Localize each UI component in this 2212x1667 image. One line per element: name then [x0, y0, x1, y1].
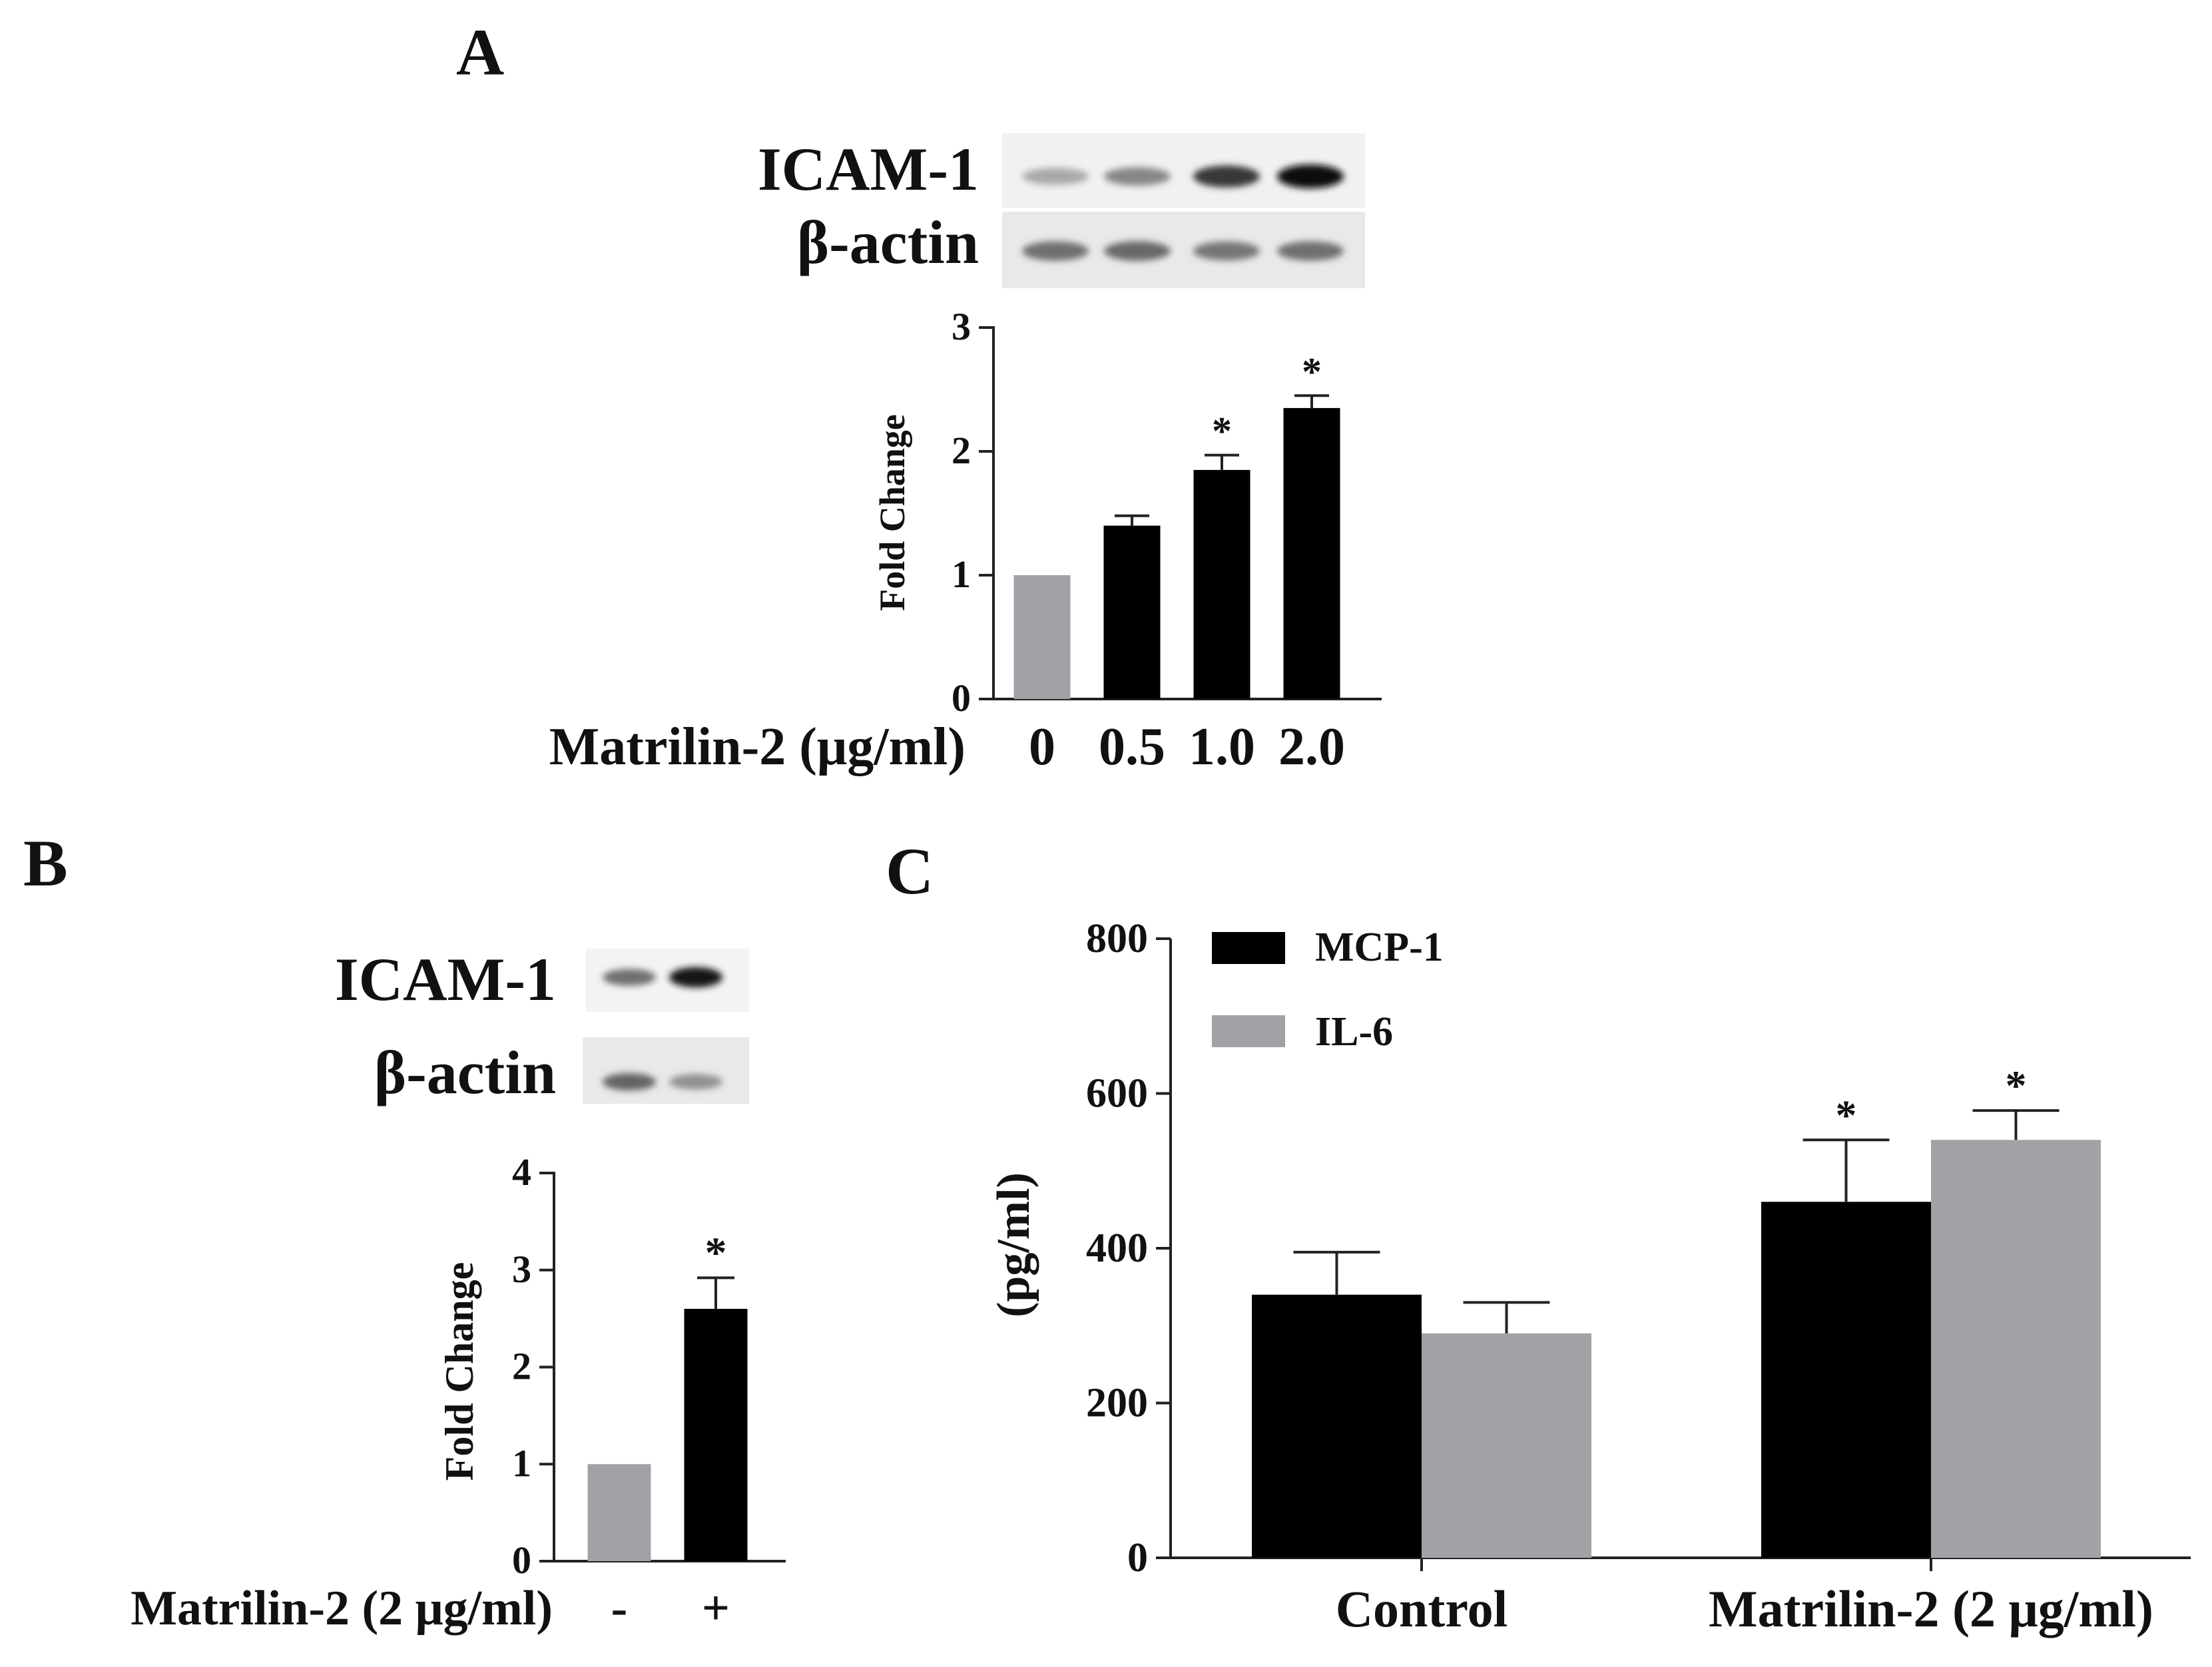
chart-a-ytick-label-0: 0	[952, 676, 971, 720]
blot-b-band-icam1-lane-1	[603, 969, 656, 986]
panel-letter-c: C	[886, 834, 934, 908]
chart-b-ytick-label-3: 3	[512, 1248, 531, 1291]
legend-swatch-il6	[1212, 1015, 1285, 1047]
chart-c-category-label-1: Matrilin-2 (2 μg/ml)	[1709, 1580, 2153, 1638]
blot-b: ICAM-1 β-actin	[335, 945, 749, 1106]
chart-c-legend: MCP-1 IL-6	[1212, 925, 1444, 1055]
chart-b: Fold Change Matrilin-2 (2 μg/ml) 0 1 2 3 4 -…	[131, 1150, 786, 1636]
chart-b-y-label: Fold Change	[437, 1262, 481, 1481]
blot-a-band-actin-lane-4	[1277, 241, 1344, 261]
chart-c-y-label: (pg/ml)	[988, 1172, 1039, 1317]
chart-b-x-label: Matrilin-2 (2 μg/ml)	[131, 1581, 553, 1636]
chart-b-category-label-1: +	[702, 1581, 730, 1636]
chart-c-category-label-0: Control	[1336, 1580, 1508, 1638]
blot-a-row-label-icam1: ICAM-1	[758, 135, 979, 203]
chart-c-ytick-label-1: 200	[1086, 1381, 1148, 1426]
chart-c-bar-mcp-1-1	[1761, 1202, 1931, 1558]
chart-c-bar-mcp-1-0	[1252, 1294, 1422, 1558]
blot-b-actin-strip	[583, 1037, 749, 1104]
blot-a-band-icam1-lane-2	[1104, 167, 1171, 186]
chart-a-bar-1	[1103, 525, 1161, 699]
chart-c-ytick-label-3: 600	[1086, 1071, 1148, 1116]
chart-a-x-label: Matrilin-2 (μg/ml)	[549, 718, 966, 776]
chart-b-ytick-label-1: 1	[512, 1441, 531, 1485]
chart-a-y-label: Fold Change	[872, 414, 912, 611]
legend-label-mcp1: MCP-1	[1315, 925, 1444, 970]
blot-a: ICAM-1 β-actin	[758, 133, 1365, 288]
chart-a-bar-3	[1283, 407, 1340, 699]
chart-c: (pg/ml) 0 200 400 600 800 Control Matrilin-2 …	[988, 916, 2191, 1638]
chart-c-ytick-label-0: 0	[1127, 1535, 1148, 1580]
blot-b-band-actin-lane-2	[669, 1074, 722, 1090]
blot-b-row-label-actin: β-actin	[374, 1039, 556, 1106]
chart-a-bar-2	[1193, 469, 1250, 699]
chart-b-ytick-label-2: 2	[512, 1345, 531, 1388]
chart-b-bar-0	[587, 1464, 651, 1561]
blot-b-band-actin-lane-1	[603, 1073, 656, 1090]
blot-a-row-label-actin: β-actin	[797, 208, 979, 276]
chart-a-category-label-3: 2.0	[1278, 718, 1345, 776]
blot-b-row-label-icam1: ICAM-1	[335, 945, 556, 1013]
chart-a-significance-3: *	[1302, 350, 1322, 393]
chart-c-bar-il-6-0	[1422, 1333, 1591, 1558]
chart-b-ytick-label-0: 0	[512, 1539, 531, 1582]
legend-label-il6: IL-6	[1315, 1009, 1393, 1055]
chart-c-bar-il-6-1	[1931, 1140, 2101, 1558]
chart-c-ytick-label-2: 400	[1086, 1226, 1148, 1271]
chart-a-category-label-1: 0.5	[1099, 718, 1165, 776]
blot-a-band-actin-lane-2	[1104, 241, 1171, 261]
chart-a-bar-0	[1013, 575, 1071, 699]
blot-a-band-icam1-lane-1	[1022, 168, 1089, 185]
panel-letter-b: B	[23, 826, 68, 900]
chart-b-significance-1: *	[705, 1228, 727, 1277]
chart-c-ytick-label-4: 800	[1086, 916, 1148, 961]
blot-b-band-icam1-lane-2	[669, 967, 722, 988]
panel-letter-a: A	[456, 15, 504, 89]
legend-swatch-mcp1	[1212, 932, 1285, 964]
blot-a-band-actin-lane-3	[1193, 241, 1260, 261]
blot-a-band-icam1-lane-4	[1277, 164, 1344, 188]
chart-a-significance-2: *	[1212, 409, 1232, 453]
chart-c-significance-mcp-1-1: *	[1836, 1091, 1857, 1138]
chart-c-significance-il-6-1: *	[2006, 1062, 2027, 1109]
chart-a-category-label-2: 1.0	[1189, 718, 1255, 776]
chart-a: Fold Change Matrilin-2 (μg/ml) 0 1 2 3 0 0.5…	[549, 305, 1382, 776]
blot-a-band-icam1-lane-3	[1193, 165, 1260, 188]
blot-a-band-actin-lane-1	[1022, 241, 1089, 261]
chart-a-ytick-label-2: 2	[952, 429, 971, 472]
chart-a-ytick-label-1: 1	[952, 553, 971, 596]
chart-a-category-label-0: 0	[1029, 718, 1055, 776]
chart-b-ytick-label-4: 4	[512, 1150, 531, 1194]
chart-a-ytick-label-3: 3	[952, 305, 971, 348]
chart-b-bar-1	[684, 1309, 748, 1561]
chart-b-category-label-0: -	[611, 1581, 628, 1636]
